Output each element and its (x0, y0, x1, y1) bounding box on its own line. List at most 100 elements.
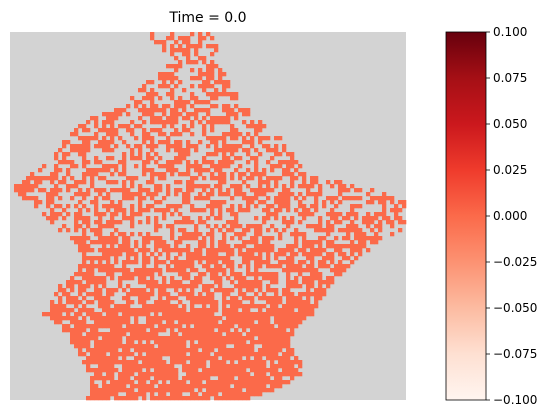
heatmap-cell (274, 152, 278, 156)
heatmap-cell (350, 212, 354, 216)
heatmap-cell (326, 280, 330, 284)
heatmap-cell (154, 336, 158, 340)
heatmap-cell (222, 320, 226, 324)
heatmap-cell (186, 168, 190, 172)
heatmap-cell (214, 272, 218, 276)
heatmap-cell (222, 244, 226, 248)
heatmap-cell (218, 208, 222, 212)
heatmap-cell (250, 384, 254, 388)
heatmap-cell (190, 256, 194, 260)
heatmap-cell (234, 392, 238, 396)
heatmap-cell (330, 244, 334, 248)
heatmap-cell (94, 168, 98, 172)
heatmap-cell (114, 180, 118, 184)
heatmap-cell (282, 324, 286, 328)
heatmap-cell (202, 332, 206, 336)
heatmap-cell (282, 196, 286, 200)
heatmap-cell (162, 300, 166, 304)
heatmap-cell (146, 132, 150, 136)
heatmap-cell (202, 168, 206, 172)
heatmap-cell (146, 216, 150, 220)
heatmap-cell (150, 32, 154, 36)
heatmap-cell (322, 288, 326, 292)
heatmap-cell (266, 236, 270, 240)
heatmap-cell (106, 148, 110, 152)
heatmap-cell (186, 336, 190, 340)
heatmap-cell (82, 232, 86, 236)
heatmap-cell (74, 216, 78, 220)
heatmap-cell (286, 360, 290, 364)
heatmap-cell (210, 164, 214, 168)
heatmap-cell (138, 312, 142, 316)
heatmap-cell (254, 256, 258, 260)
heatmap-cell (138, 212, 142, 216)
heatmap-cell (254, 368, 258, 372)
heatmap-cell (330, 268, 334, 272)
heatmap-cell (214, 116, 218, 120)
heatmap-cell (334, 220, 338, 224)
heatmap-cell (182, 284, 186, 288)
heatmap-cell (202, 344, 206, 348)
heatmap-cell (206, 216, 210, 220)
heatmap-cell (274, 300, 278, 304)
heatmap-cell (106, 116, 110, 120)
heatmap-cell (94, 196, 98, 200)
heatmap-cell (186, 396, 190, 400)
heatmap-cell (146, 92, 150, 96)
heatmap-cell (110, 300, 114, 304)
heatmap-cell (286, 300, 290, 304)
heatmap-cell (178, 152, 182, 156)
heatmap-cell (186, 40, 190, 44)
heatmap-cell (366, 220, 370, 224)
heatmap-cell (202, 336, 206, 340)
heatmap-cell (198, 244, 202, 248)
heatmap-cell (154, 248, 158, 252)
heatmap-cell (90, 352, 94, 356)
heatmap-cell (282, 292, 286, 296)
heatmap-cell (290, 172, 294, 176)
heatmap-cell (282, 204, 286, 208)
heatmap-cell (78, 328, 82, 332)
heatmap-cell (82, 264, 86, 268)
heatmap-cell (150, 96, 154, 100)
heatmap-cell (294, 228, 298, 232)
heatmap-cell (110, 328, 114, 332)
heatmap-cell (146, 232, 150, 236)
heatmap-cell (258, 332, 262, 336)
heatmap-cell (130, 392, 134, 396)
heatmap-cell (106, 312, 110, 316)
heatmap-cell (158, 356, 162, 360)
heatmap-cell (126, 292, 130, 296)
heatmap-cell (262, 188, 266, 192)
heatmap-cell (38, 168, 42, 172)
heatmap-cell (174, 248, 178, 252)
heatmap-cell (378, 220, 382, 224)
heatmap-cell (58, 148, 62, 152)
heatmap-cell (214, 48, 218, 52)
heatmap-cell (350, 220, 354, 224)
heatmap-cell (82, 276, 86, 280)
heatmap-cell (274, 184, 278, 188)
heatmap-cell (218, 228, 222, 232)
heatmap-cell (262, 220, 266, 224)
heatmap-cell (266, 336, 270, 340)
heatmap-cell (230, 376, 234, 380)
heatmap-cell (158, 164, 162, 168)
heatmap-cell (38, 188, 42, 192)
heatmap-cell (218, 324, 222, 328)
heatmap-cell (242, 368, 246, 372)
heatmap-cell (118, 160, 122, 164)
heatmap-cell (298, 360, 302, 364)
heatmap-cell (242, 112, 246, 116)
heatmap-cell (294, 320, 298, 324)
heatmap-cell (258, 336, 262, 340)
heatmap-cell (74, 132, 78, 136)
heatmap-cell (190, 120, 194, 124)
heatmap-cell (214, 204, 218, 208)
heatmap-cell (206, 260, 210, 264)
heatmap-cell (210, 256, 214, 260)
heatmap-cell (210, 76, 214, 80)
heatmap-cell (226, 156, 230, 160)
heatmap-cell (98, 256, 102, 260)
heatmap-cell (202, 296, 206, 300)
